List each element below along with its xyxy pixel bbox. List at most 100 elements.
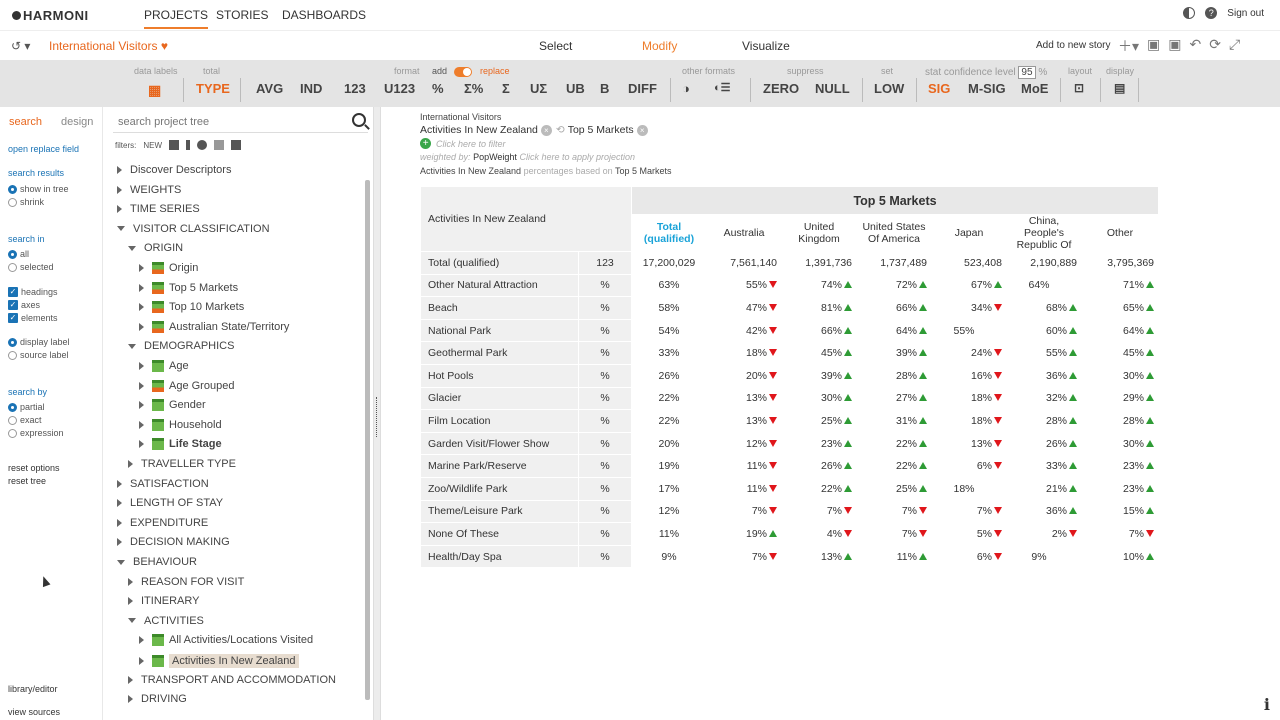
tree-scrollbar[interactable] [365, 180, 370, 700]
table-cell[interactable]: 45% [1081, 341, 1159, 365]
caret-down-icon[interactable] [117, 559, 125, 565]
caret-right-icon[interactable] [128, 597, 133, 606]
filter-folder-icon[interactable] [231, 140, 242, 150]
tree-item[interactable]: TIME SERIES [117, 203, 200, 215]
tab-design[interactable]: design [61, 116, 94, 128]
tree-item[interactable]: Top 5 Markets [139, 281, 238, 294]
table-cell[interactable]: 28% [1081, 409, 1159, 433]
undo-icon[interactable]: ↶ [1189, 36, 1202, 52]
radio-icon[interactable] [8, 415, 17, 425]
msig-button[interactable]: M-SIG [968, 81, 1006, 96]
heart-icon[interactable]: ♥ [160, 39, 168, 53]
row-label[interactable]: Glacier [420, 386, 579, 411]
tree-item[interactable]: VISITOR CLASSIFICATION [117, 223, 270, 235]
row-label[interactable]: Geothermal Park [420, 341, 579, 365]
table-cell[interactable]: 13% [931, 431, 1007, 456]
table-cell[interactable]: 18% [931, 476, 1007, 501]
source-label-option[interactable]: source label [8, 350, 69, 360]
table-cell[interactable]: 9% [1006, 544, 1082, 569]
project-tree-search[interactable]: search project tree [113, 113, 368, 133]
search-icon[interactable] [352, 113, 366, 127]
caret-right-icon[interactable] [117, 205, 122, 214]
table-cell[interactable]: 47% [706, 296, 782, 320]
filter-balance-icon[interactable] [214, 140, 225, 150]
library-editor-link[interactable]: library/editor [8, 684, 58, 694]
table-cell[interactable]: 74% [781, 273, 857, 298]
caret-right-icon[interactable] [128, 577, 133, 586]
table-cell[interactable]: 81% [781, 296, 857, 320]
caret-right-icon[interactable] [128, 675, 133, 684]
ub-button[interactable]: UB [566, 81, 585, 96]
caret-right-icon[interactable] [139, 264, 144, 272]
data-labels-grid-icon[interactable]: ▦ [148, 82, 162, 98]
table-cell[interactable]: 22% [856, 454, 932, 478]
mode-visualize[interactable]: Visualize [742, 39, 790, 53]
show-in-tree-option[interactable]: show in tree [8, 184, 69, 194]
table-cell[interactable]: 30% [781, 386, 857, 411]
caret-right-icon[interactable] [117, 479, 122, 488]
tree-item[interactable]: Australian State/Territory [139, 320, 289, 333]
check-icon[interactable]: ✓ [8, 313, 18, 323]
table-cell[interactable]: 18% [931, 409, 1007, 433]
table-cell[interactable]: 16% [931, 363, 1007, 388]
table-cell[interactable]: 23% [781, 431, 857, 456]
table-cell[interactable]: 55% [931, 318, 1007, 343]
ind-button[interactable]: IND [300, 81, 323, 96]
reset-tree-link[interactable]: reset tree [8, 476, 47, 486]
tree-item[interactable]: Top 10 Markets [139, 301, 244, 314]
tree-item[interactable]: Age [139, 360, 189, 372]
caret-right-icon[interactable] [139, 283, 144, 292]
avg-button[interactable]: AVG [256, 81, 284, 96]
table-cell[interactable]: 12% [631, 499, 707, 524]
tree-item[interactable]: TRAVELLER TYPE [128, 458, 236, 470]
caret-right-icon[interactable] [117, 538, 122, 547]
table-cell[interactable]: 10% [1081, 544, 1159, 569]
table-cell[interactable]: 72% [856, 273, 932, 298]
row-label[interactable]: Film Location [420, 409, 579, 433]
column-header[interactable]: China, People's Republic Of [1006, 214, 1082, 252]
help-icon[interactable]: ? [1205, 7, 1218, 19]
radio-icon[interactable] [8, 184, 17, 194]
check-icon[interactable]: ✓ [8, 300, 18, 310]
column-header[interactable]: Japan [931, 214, 1007, 252]
open-replace-field-link[interactable]: open replace field [8, 144, 80, 154]
table-cell[interactable]: 67% [931, 273, 1007, 298]
tree-item[interactable]: LENGTH OF STAY [117, 497, 223, 509]
banner-header[interactable]: Top 5 Markets [631, 186, 1159, 215]
radio-icon[interactable] [8, 337, 17, 347]
caret-down-icon[interactable] [128, 245, 136, 251]
table-cell[interactable]: 11% [631, 522, 707, 546]
table-cell[interactable]: 60% [1006, 318, 1082, 343]
row-label[interactable]: Theme/Leisure Park [420, 499, 579, 524]
table-cell[interactable]: 42% [706, 318, 782, 343]
table-cell[interactable]: 66% [856, 296, 932, 320]
table-cell[interactable]: 58% [631, 296, 707, 320]
b-button[interactable]: B [600, 81, 610, 96]
usum-button[interactable]: UΣ [530, 81, 548, 96]
shrink-option[interactable]: shrink [8, 197, 44, 207]
caret-right-icon[interactable] [117, 166, 122, 174]
history-icon[interactable]: ↺ ▾ [11, 39, 31, 53]
row-label[interactable]: Other Natural Attraction [420, 273, 579, 298]
tree-item[interactable]: Household [139, 418, 222, 431]
table-cell[interactable]: 27% [856, 386, 932, 411]
fullscreen-icon[interactable]: ⤢ [1228, 36, 1241, 52]
tree-item[interactable]: BEHAVIOUR [117, 556, 197, 568]
projection-link[interactable]: Click here to apply projection [519, 152, 636, 162]
tree-item[interactable]: Origin [139, 262, 198, 274]
table-cell[interactable]: 13% [706, 409, 782, 433]
table-cell[interactable]: 33% [1006, 454, 1082, 478]
table-cell[interactable]: 19% [631, 454, 707, 478]
table-cell[interactable]: 26% [1006, 431, 1082, 456]
caret-right-icon[interactable] [117, 499, 122, 508]
table-cell[interactable]: 71% [1081, 273, 1159, 298]
other-format-1-icon[interactable]: ◑ [682, 81, 690, 96]
table-cell[interactable]: 7% [1081, 522, 1159, 546]
low-button[interactable]: LOW [874, 81, 905, 96]
tab-search[interactable]: search [9, 116, 43, 128]
table-cell[interactable]: 24% [931, 341, 1007, 365]
table-cell[interactable]: 7% [781, 499, 857, 524]
tree-item[interactable]: ITINERARY [128, 595, 199, 607]
add-plus-icon[interactable]: ＋▾ [1118, 38, 1140, 54]
zero-button[interactable]: ZERO [763, 81, 800, 96]
